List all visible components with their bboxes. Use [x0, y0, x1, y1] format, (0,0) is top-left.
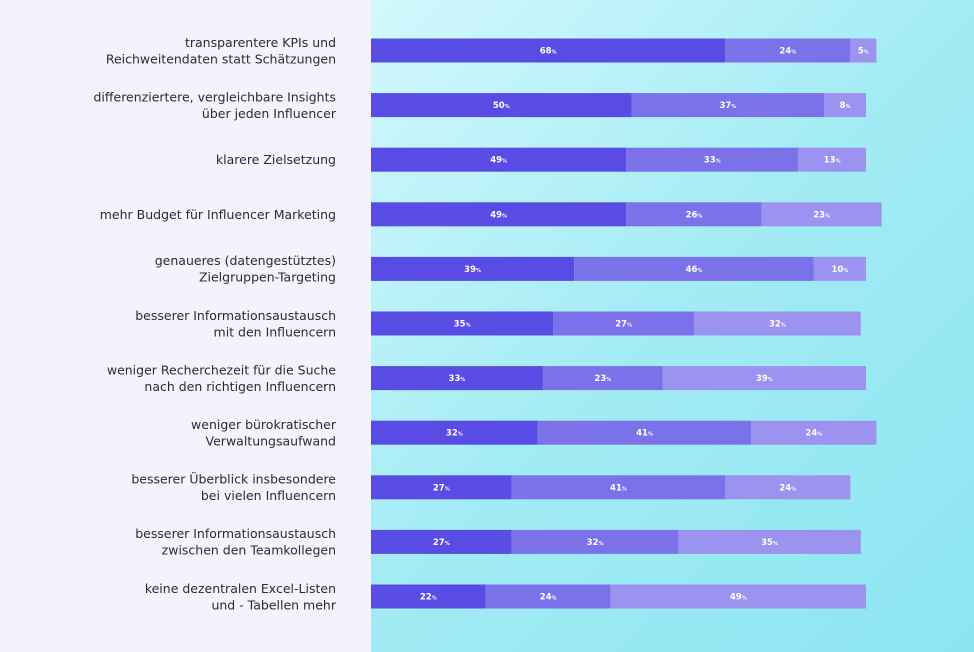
value-label: 27%: [615, 320, 632, 330]
value-label: 49%: [730, 593, 747, 603]
bar-segment-2: [553, 311, 695, 336]
value-label: 39%: [464, 265, 481, 275]
value-label: 32%: [769, 320, 786, 330]
bar-segment-3: [662, 366, 866, 391]
bar-segment-2: [542, 366, 663, 391]
bar-segment-2: [725, 38, 851, 63]
value-label: 24%: [540, 593, 557, 603]
value-label: 24%: [779, 483, 796, 493]
category-label: besserer Informationsaustausch zwischen d…: [135, 526, 336, 558]
value-label: 49%: [490, 210, 507, 220]
value-label: 32%: [446, 429, 463, 439]
value-label: 26%: [686, 210, 703, 220]
value-label: 35%: [454, 320, 471, 330]
bar-segment-3: [694, 311, 861, 336]
value-label: 46%: [686, 265, 703, 275]
bar-segment-2: [511, 475, 726, 500]
value-label: 22%: [420, 593, 437, 603]
category-label: weniger bürokratischer Verwaltungsaufwand: [191, 417, 337, 449]
bar-segment-2: [511, 529, 679, 554]
value-label: 33%: [449, 374, 466, 384]
bar-segment-1: [371, 366, 543, 391]
bar-segment-1: [371, 256, 575, 281]
category-label: differenziertere, vergleichbare Insights…: [93, 89, 336, 121]
value-label: 68%: [540, 47, 557, 57]
category-label: besserer Überblick insbesondere bei viele…: [131, 471, 336, 504]
value-label: 41%: [636, 429, 653, 439]
value-label: 24%: [805, 429, 822, 439]
value-label: 41%: [610, 483, 627, 493]
bar-segment-3: [751, 420, 877, 445]
value-label: 23%: [594, 374, 611, 384]
bar-segment-2: [485, 584, 611, 609]
category-label: weniger Recherchezeit für die Suche nach …: [107, 362, 336, 394]
value-label: 13%: [824, 156, 841, 166]
category-label: besserer Informationsaustausch mit den In…: [135, 308, 336, 340]
bar-segment-1: [371, 202, 627, 227]
bar-segment-1: [371, 93, 632, 118]
bar-segment-3: [798, 147, 866, 172]
value-label: 49%: [490, 156, 507, 166]
value-label: 10%: [831, 265, 848, 275]
category-label: keine dezentralen Excel-Listen und - Tabe…: [145, 581, 337, 613]
bar-segment-1: [371, 529, 512, 554]
bar-segment-1: [371, 420, 538, 445]
value-label: 27%: [433, 483, 450, 493]
value-label: 8%: [840, 101, 851, 111]
value-label: 23%: [813, 210, 830, 220]
bar-segment-1: [371, 38, 726, 63]
bar-segment-2: [574, 256, 814, 281]
bar-segment-3: [813, 256, 866, 281]
bar-segment-1: [371, 147, 627, 172]
value-label: 32%: [587, 538, 604, 548]
bar-segment-1: [371, 584, 486, 609]
bar-segment-1: [371, 475, 512, 500]
value-label: 27%: [433, 538, 450, 548]
bar-segment-2: [631, 93, 825, 118]
bar-segment-2: [626, 147, 799, 172]
category-label: mehr Budget für Influencer Marketing: [100, 207, 336, 222]
bar-segment-1: [371, 311, 554, 336]
bar-segment-3: [761, 202, 882, 227]
bar-segment-2: [626, 202, 762, 227]
bar-segment-3: [725, 475, 851, 500]
category-label: klarere Zielsetzung: [216, 152, 336, 167]
category-label: genaueres (datengestütztes) Zielgruppen-T…: [155, 253, 336, 285]
left-panel-background: [0, 0, 371, 652]
bar-segment-3: [850, 38, 877, 63]
bar-segment-3: [610, 584, 866, 609]
value-label: 33%: [704, 156, 721, 166]
value-label: 24%: [779, 47, 796, 57]
value-label: 5%: [858, 47, 869, 57]
bar-segment-3: [824, 93, 866, 118]
value-label: 50%: [493, 101, 510, 111]
bar-segment-3: [678, 529, 861, 554]
category-label: transparentere KPIs und Reichweitendaten …: [106, 35, 336, 67]
value-label: 39%: [756, 374, 773, 384]
bar-segment-2: [537, 420, 752, 445]
value-label: 35%: [761, 538, 778, 548]
value-label: 37%: [719, 101, 736, 111]
